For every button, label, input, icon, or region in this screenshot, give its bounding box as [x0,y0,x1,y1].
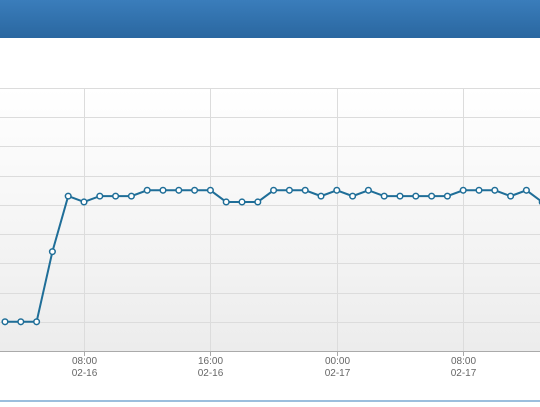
point [96,192,104,200]
point [1,318,9,326]
point [270,186,278,194]
point [396,192,404,200]
point [522,186,530,194]
point [80,198,88,206]
point [301,186,309,194]
point [64,192,72,200]
plot-area [0,88,540,351]
x-tick-label: 02-16 [72,368,98,379]
point [222,198,230,206]
point [159,186,167,194]
point [349,192,357,200]
point [459,186,467,194]
point [380,192,388,200]
x-tick-label: 00:00 [325,356,350,367]
point [428,192,436,200]
point [412,192,420,200]
point [48,248,56,256]
point [475,186,483,194]
x-tick-label: 02-17 [451,368,477,379]
point [175,186,183,194]
point [333,186,341,194]
point [285,186,293,194]
point [317,192,325,200]
x-tick-label: 16:00 [198,356,223,367]
point [254,198,262,206]
point [507,192,515,200]
x-tick-label: 02-17 [325,368,351,379]
point [206,186,214,194]
header-bar [0,0,540,38]
point [112,192,120,200]
point [127,192,135,200]
point [17,318,25,326]
point [364,186,372,194]
point [238,198,246,206]
point [491,186,499,194]
x-tick-label: 08:00 [72,356,97,367]
x-tick-label: 02-16 [198,368,224,379]
point [33,318,41,326]
point [191,186,199,194]
point [143,186,151,194]
x-tick-label: 08:00 [451,356,476,367]
point [443,192,451,200]
